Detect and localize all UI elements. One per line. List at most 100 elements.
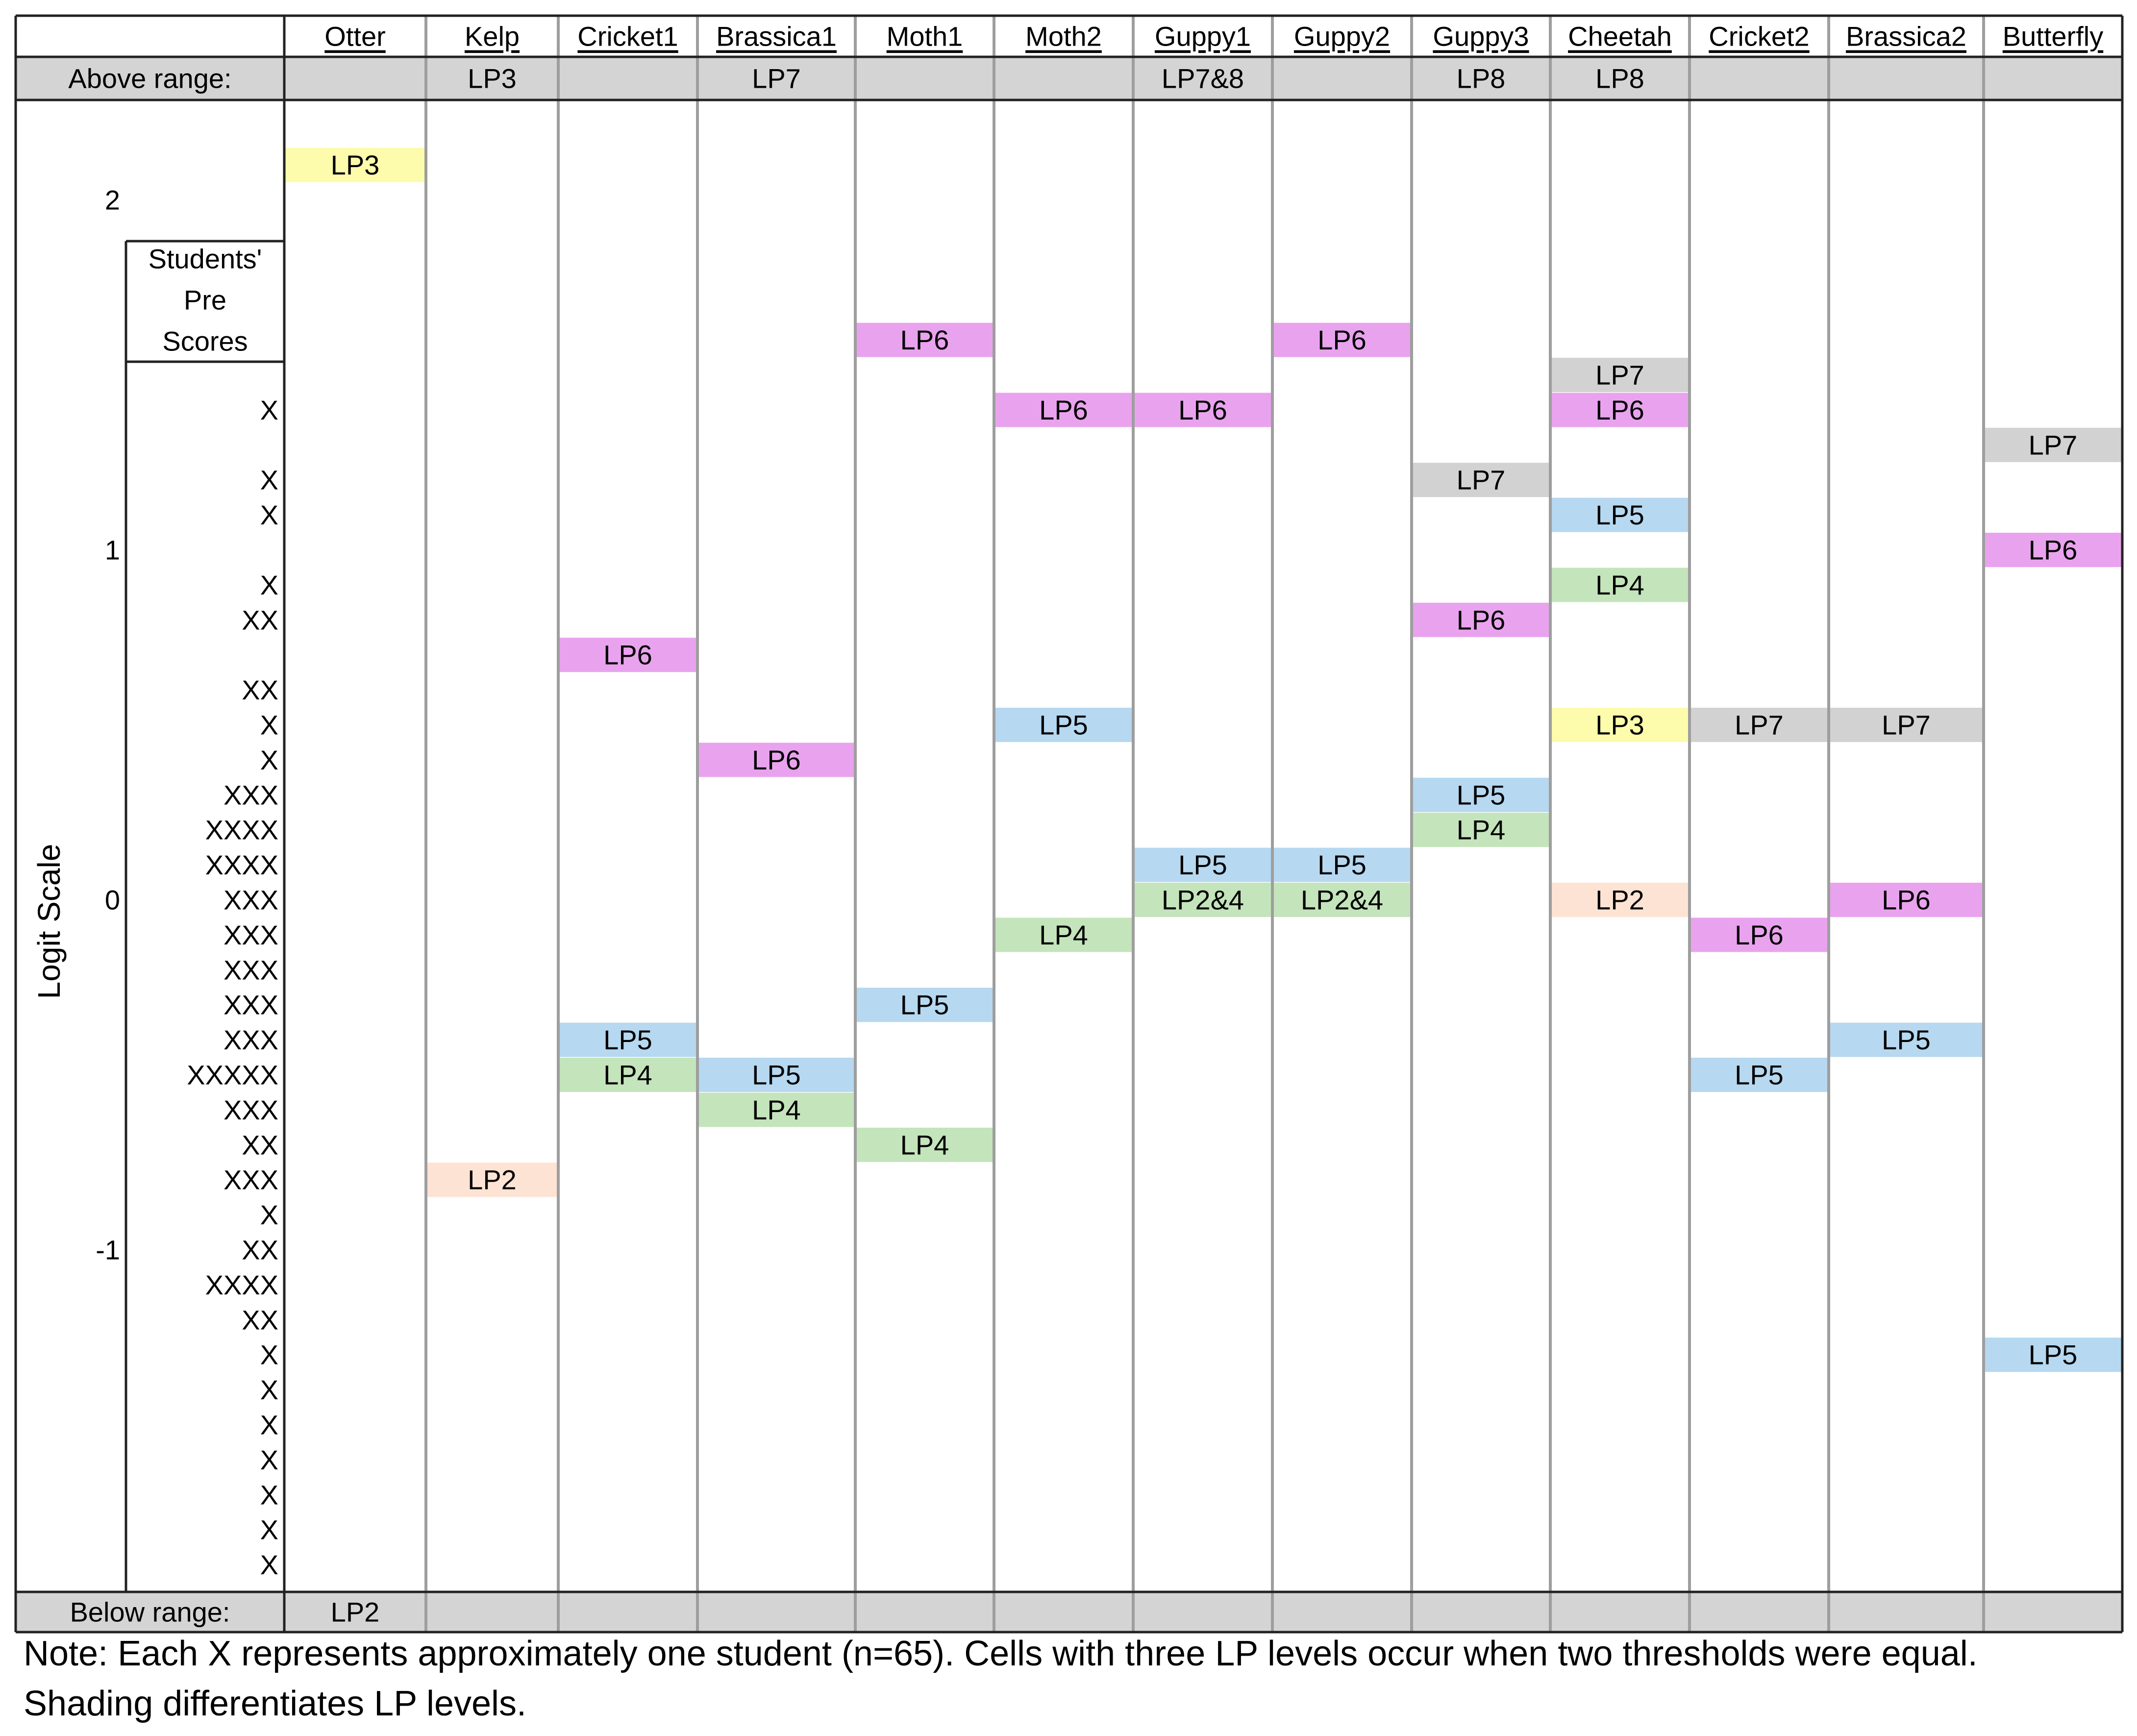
item-header: Butterfly (2003, 21, 2103, 52)
student-marks: X (260, 499, 278, 530)
threshold-label: LP4 (752, 1094, 801, 1125)
students-header-line: Pre (184, 285, 226, 316)
threshold-marks (284, 148, 2122, 1372)
threshold-label: LP4 (1039, 919, 1088, 950)
student-marks: XXX (224, 1094, 278, 1125)
item-header: Moth1 (887, 21, 963, 52)
threshold-label: LP5 (1457, 779, 1506, 810)
threshold-cell (855, 988, 994, 1022)
student-marks: XX (242, 1235, 278, 1265)
threshold-cell (1984, 1338, 2122, 1372)
threshold-cell (1690, 1058, 1829, 1092)
student-marks: XX (242, 604, 278, 635)
above-range-value: LP8 (1457, 63, 1506, 94)
student-marks: X (260, 1339, 278, 1370)
student-marks: XX (242, 674, 278, 705)
above-range-band (16, 57, 2122, 100)
item-header: Moth2 (1025, 21, 1102, 52)
student-marks: XXXX (205, 815, 278, 845)
threshold-label: LP6 (1178, 395, 1227, 425)
threshold-cell (426, 1163, 558, 1197)
threshold-label: LP4 (1457, 815, 1506, 845)
threshold-cell (994, 393, 1133, 427)
threshold-cell (1829, 708, 1984, 742)
note-line-2: Shading differentiates LP levels. (24, 1684, 527, 1723)
threshold-label: LP6 (900, 324, 949, 355)
threshold-cell (1133, 847, 1272, 882)
threshold-cell (558, 638, 697, 672)
grid-lines (14, 14, 2124, 1634)
item-header: Guppy3 (1433, 21, 1529, 52)
threshold-cell (1690, 918, 1829, 952)
threshold-cell (855, 1127, 994, 1162)
threshold-label: LP6 (1595, 395, 1644, 425)
student-marks: X (260, 1374, 278, 1405)
threshold-label: LP5 (1317, 849, 1367, 880)
threshold-label: LP4 (900, 1129, 949, 1160)
student-marks: XXXX (205, 849, 278, 880)
student-marks: X (260, 710, 278, 741)
threshold-label: LP6 (1882, 885, 1931, 916)
threshold-cell (1272, 322, 1412, 357)
item-header: Brassica2 (1846, 21, 1966, 52)
threshold-label: LP6 (2029, 535, 2078, 566)
threshold-cell (994, 918, 1133, 952)
threshold-cell (558, 1058, 697, 1092)
item-header: Kelp (465, 21, 520, 52)
threshold-label: LP3 (331, 149, 380, 180)
student-marks: X (260, 570, 278, 600)
threshold-label: LP5 (1735, 1060, 1784, 1091)
threshold-cell (1133, 393, 1272, 427)
students-header-line: Scores (162, 326, 248, 357)
threshold-label: LP4 (1595, 570, 1644, 600)
above-range-value: LP8 (1595, 63, 1644, 94)
student-marks: XXX (224, 954, 278, 985)
item-header: Brassica1 (716, 21, 837, 52)
threshold-cell (1550, 497, 1690, 532)
y-tick-label: 1 (105, 535, 120, 566)
student-marks: XX (242, 1304, 278, 1335)
threshold-cell (1690, 708, 1829, 742)
student-marks: XX (242, 1129, 278, 1160)
threshold-label: LP5 (1882, 1024, 1931, 1055)
student-marks: XXXX (205, 1269, 278, 1300)
threshold-cell (1412, 602, 1550, 637)
item-header: Guppy2 (1294, 21, 1390, 52)
student-marks: XXX (224, 990, 278, 1020)
threshold-label: LP2 (1595, 885, 1644, 916)
threshold-cell (1550, 358, 1690, 392)
chart-text: LP3 LP2 LP6 LP5 LP4 LP6 LP5 LP4 LP6 LP5 LP4 LP6 LP5 L… (31, 21, 2103, 1628)
above-range-value: LP7&8 (1162, 63, 1244, 94)
threshold-cell (1550, 708, 1690, 742)
below-range-label: Below range: (70, 1597, 230, 1628)
threshold-label: LP2&4 (1162, 885, 1244, 916)
header-bands (16, 57, 2122, 1632)
note-line-1: Note: Each X represents approximately on… (24, 1634, 1978, 1673)
student-marks: X (260, 1514, 278, 1545)
student-marks: X (260, 1479, 278, 1510)
threshold-label: LP7 (1882, 710, 1931, 741)
above-range-label: Above range: (68, 63, 231, 94)
y-tick-label: 2 (105, 185, 120, 216)
student-marks: X (260, 1199, 278, 1230)
threshold-label: LP2&4 (1301, 885, 1383, 916)
item-header: Cheetah (1568, 21, 1672, 52)
threshold-label: LP5 (1595, 499, 1644, 530)
student-marks: XXX (224, 779, 278, 810)
threshold-label: LP6 (1457, 604, 1506, 635)
threshold-cell (1550, 568, 1690, 602)
threshold-label: LP4 (603, 1060, 652, 1091)
student-marks: XXXXX (187, 1060, 278, 1091)
y-tick-label: -1 (96, 1235, 120, 1265)
item-header: Otter (324, 21, 385, 52)
threshold-cell (994, 708, 1133, 742)
threshold-label: LP5 (1178, 849, 1227, 880)
threshold-cell (1984, 427, 2122, 462)
threshold-label: LP6 (603, 640, 652, 670)
student-marks: X (260, 465, 278, 496)
student-marks: XXX (224, 919, 278, 950)
threshold-cell (1829, 1022, 1984, 1057)
threshold-cell (1133, 883, 1272, 917)
threshold-cell (1550, 393, 1690, 427)
